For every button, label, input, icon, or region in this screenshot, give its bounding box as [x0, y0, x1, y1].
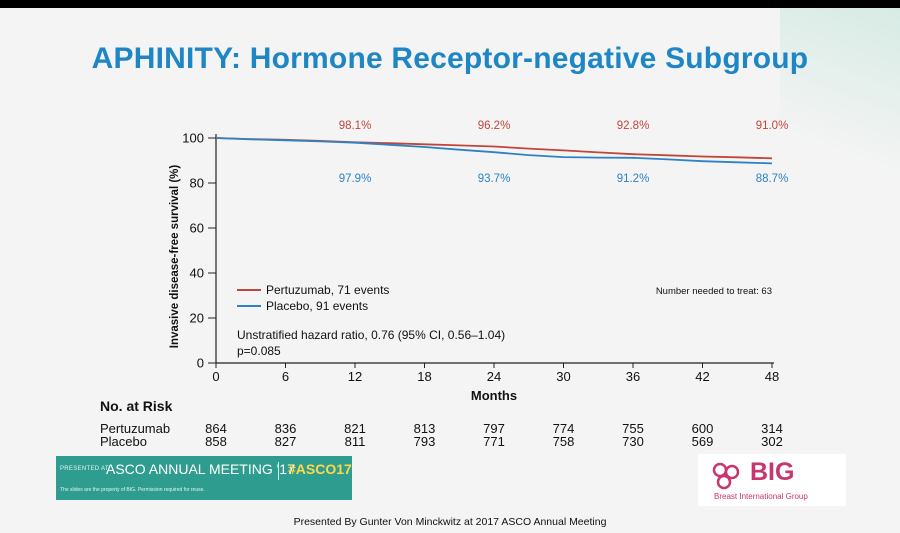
y-axis-label: Invasive disease-free survival (%) [169, 165, 181, 349]
y-tick-label: 80 [190, 176, 204, 191]
x-tick-label: 36 [626, 369, 640, 384]
at-risk-cell: 821 [344, 421, 366, 436]
banner-divider [278, 462, 279, 480]
at-risk-cell: 774 [552, 421, 575, 436]
y-tick-label: 0 [197, 356, 204, 371]
y-tick-label: 60 [190, 221, 204, 236]
hazard-ratio-text: Unstratified hazard ratio, 0.76 (95% CI,… [237, 328, 505, 342]
x-tick-label: 0 [212, 369, 219, 384]
x-tick-label: 24 [487, 369, 501, 384]
data-label-placebo: 91.2% [617, 173, 650, 185]
at-risk-cell: 811 [344, 434, 366, 449]
banner-presented: PRESENTED AT: [60, 466, 111, 472]
big-logo: BIG Breast International Group [698, 454, 846, 506]
banner-hashtag: #ASCO17 [288, 461, 352, 477]
slide-title: APHINITY: Hormone Receptor-negative Subg… [91, 42, 809, 75]
at-risk-cell: 314 [761, 421, 783, 436]
at-risk-cell: 797 [483, 421, 505, 436]
x-tick-label: 18 [417, 369, 431, 384]
at-risk-cell: 836 [274, 421, 297, 436]
at-risk-cell: 600 [691, 421, 714, 436]
data-label-placebo: 88.7% [756, 173, 789, 185]
p-value-text: p=0.085 [237, 344, 281, 358]
nnt-text: Number needed to treat: 63 [656, 286, 772, 297]
data-label-pertuzumab: 91.0% [756, 120, 789, 132]
data-label-pertuzumab: 96.2% [478, 120, 511, 132]
at-risk-cell: 771 [483, 434, 505, 449]
x-tick-label: 6 [282, 369, 289, 384]
slide: APHINITY: Hormone Receptor-negative Subg… [0, 8, 900, 533]
at-risk-cell: 793 [413, 434, 436, 449]
y-tick-label: 20 [190, 311, 204, 326]
x-tick-label: 42 [695, 369, 709, 384]
banner-disclaimer: The slides are the property of BIG. Perm… [60, 487, 205, 493]
big-logo-text: BIG [750, 458, 795, 486]
at-risk-cell: 755 [622, 421, 644, 436]
data-label-placebo: 93.7% [478, 173, 511, 185]
km-chart: 0 20 40 60 80 100 0 6 12 18 24 30 36 42 48 Months Invasi… [169, 120, 789, 403]
at-risk-cell: 827 [274, 434, 297, 449]
y-tick-label: 100 [182, 131, 204, 146]
legend-label: Pertuzumab, 71 events [266, 283, 389, 297]
at-risk-cell: 569 [691, 434, 714, 449]
at-risk-cell: 730 [622, 434, 644, 449]
data-label-pertuzumab: 98.1% [339, 120, 372, 132]
at-risk-cell: 813 [413, 421, 436, 436]
at-risk-row-label: Placebo [100, 434, 147, 449]
at-risk-row-label: Pertuzumab [100, 421, 171, 436]
big-logo-subtitle: Breast International Group [714, 492, 808, 501]
big-logo-mark-icon [712, 462, 740, 490]
at-risk-cell: 864 [205, 421, 227, 436]
x-axis-label: Months [471, 388, 517, 403]
x-tick-label: 48 [765, 369, 779, 384]
legend-label: Placebo, 91 events [266, 299, 368, 313]
x-tick-label: 12 [348, 369, 362, 384]
asco-banner: PRESENTED AT: ASCO ANNUAL MEETING '17 #A… [56, 456, 352, 500]
at-risk-cell: 858 [205, 434, 227, 449]
footer-credit: Presented By Gunter Von Minckwitz at 201… [293, 516, 607, 528]
series-line-placebo [215, 137, 773, 165]
data-label-pertuzumab: 92.8% [617, 120, 650, 132]
at-risk-title: No. at Risk [100, 398, 173, 414]
y-tick-label: 40 [190, 266, 204, 281]
x-tick-label: 30 [556, 369, 570, 384]
data-label-placebo: 97.9% [339, 173, 372, 185]
at-risk-cell: 302 [761, 434, 783, 449]
banner-meeting-name: ASCO ANNUAL MEETING '17 [106, 461, 295, 477]
at-risk-cell: 758 [552, 434, 575, 449]
